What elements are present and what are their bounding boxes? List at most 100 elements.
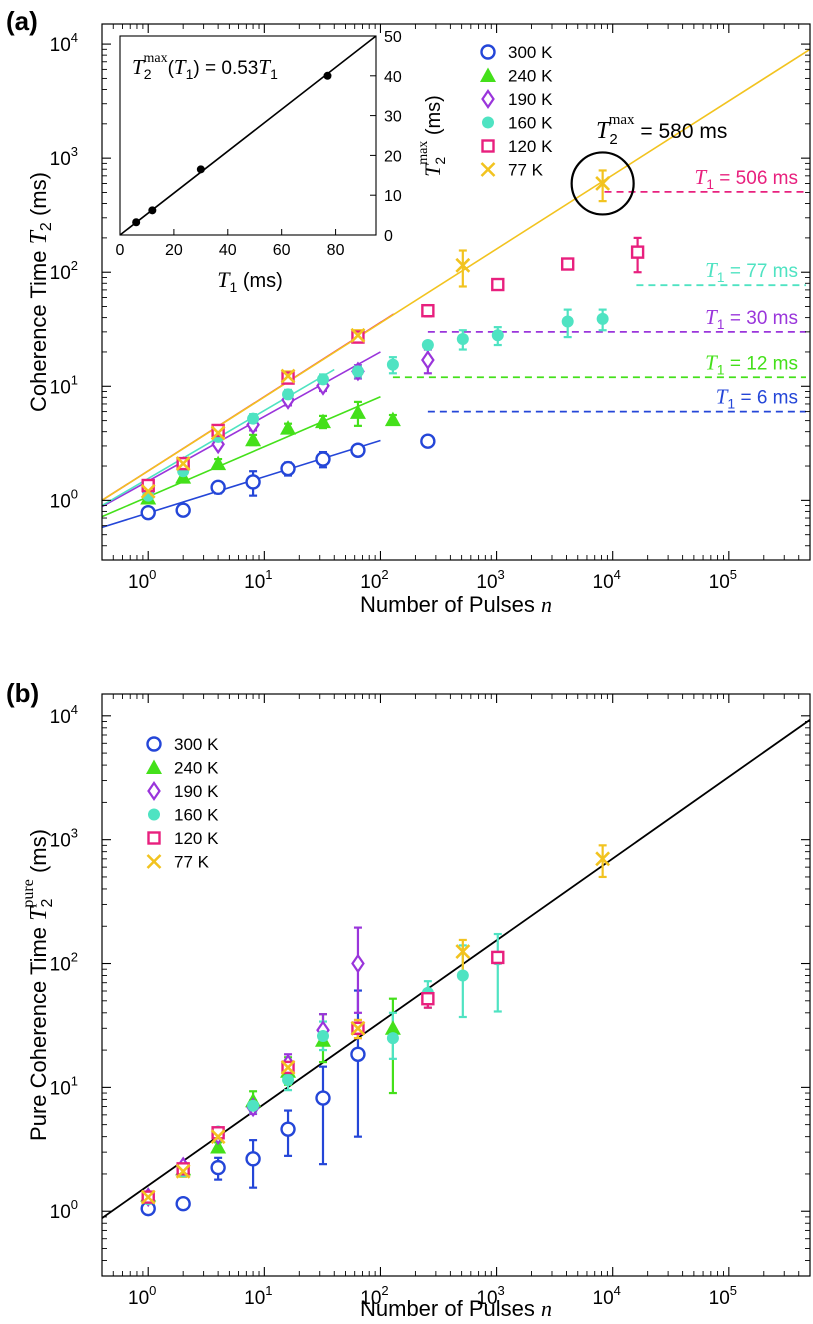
data-point <box>247 1099 260 1112</box>
inset-data-point <box>196 165 205 174</box>
inset-x-tick-label: 80 <box>327 242 345 259</box>
panel-a-legend-marker <box>481 89 495 109</box>
inset-y-tick-label: 10 <box>384 188 402 205</box>
data-point <box>351 365 364 378</box>
data-point <box>245 1151 261 1167</box>
panel-a-legend-marker <box>480 162 496 177</box>
data-point <box>281 371 295 385</box>
data-point <box>280 368 296 384</box>
limit-label: T1 = 30 ms <box>705 305 798 332</box>
panel-a-y-tick-label: 103 <box>50 144 78 170</box>
data-point-stroke-2 <box>140 483 156 499</box>
inset-equation: T2max(T1) = 0.53T1 <box>132 51 278 82</box>
data-point-stroke-2 <box>280 368 296 384</box>
panel-b-x-tick-label: 104 <box>593 1283 621 1309</box>
data-point <box>175 1163 191 1179</box>
panel-b-legend-label: 77 K <box>174 853 210 872</box>
panel-a-x-tick-label: 102 <box>360 567 388 593</box>
panel-a-x-axis-label: Number of Pulses n <box>360 592 552 617</box>
data-point <box>210 455 227 471</box>
panel-b-legend-marker-stroke-2 <box>146 854 162 869</box>
data-point <box>140 504 156 521</box>
data-point <box>210 425 226 441</box>
error-bar <box>598 169 607 203</box>
data-point <box>282 388 295 401</box>
data-point-stroke-2 <box>280 1059 296 1075</box>
data-point-stroke-2 <box>455 257 471 273</box>
inset-x-axis-label: T1 (ms) <box>217 267 283 295</box>
inset-y-axis-label: T2max (ms) <box>416 95 448 177</box>
panel-b-legend-marker <box>148 808 160 821</box>
inset-y-tick-label: 40 <box>384 69 402 86</box>
panel-a-legend: 300 K 240 K 190 K 160 K 120 K 77 K <box>480 43 553 180</box>
panel-b-y-axis-label: Pure Coherence Time T2pure (ms) <box>20 829 56 1141</box>
data-point <box>245 474 261 490</box>
inset-y-tick-label: 30 <box>384 109 402 126</box>
data-point <box>314 413 331 429</box>
data-point <box>282 1073 295 1086</box>
data-point <box>491 277 505 292</box>
data-point-stroke-2 <box>350 327 366 343</box>
data-point <box>280 1121 296 1137</box>
data-point <box>140 483 156 499</box>
limit-label: T1 = 12 ms <box>705 350 798 377</box>
data-point <box>350 442 366 458</box>
panel-b-markers <box>140 851 611 1217</box>
data-point <box>560 257 575 271</box>
data-point <box>421 303 435 318</box>
inset-data-point <box>323 71 332 80</box>
data-point-stroke-2 <box>350 1020 366 1036</box>
panel-a-annotation: T2max = 580 ms <box>570 112 727 216</box>
data-point <box>596 312 609 325</box>
panel-a-legend-marker <box>480 67 496 82</box>
data-point <box>595 176 611 191</box>
panel-a-markers <box>140 176 645 521</box>
data-point <box>491 950 505 965</box>
limit-label: T1 = 6 ms <box>716 385 798 412</box>
panel-a-label: (a) <box>6 6 38 36</box>
panel-a-y-tick-label: 102 <box>50 258 78 284</box>
data-point <box>210 1129 226 1145</box>
data-point-stroke-2 <box>210 425 226 441</box>
panel-b-ticks: 100 101 102 103 104 105 100 101 102 103 104 <box>50 694 811 1309</box>
panel-b-frame <box>101 693 811 1277</box>
panel-b-x-tick-label: 105 <box>709 1283 737 1309</box>
panel-a-t1-limit-lines: T1 = 506 ms T1 = 77 ms T1 = 30 ms T1 = 12 m… <box>392 165 806 413</box>
panel-b-legend-marker <box>146 736 162 752</box>
panel-b-legend-marker <box>146 854 162 869</box>
limit-label: T1 = 77 ms <box>705 258 798 285</box>
panel-a-x-tick-label: 103 <box>476 567 504 593</box>
panel-b: (b) 100 101 102 103 104 105 100 101 102 103 104 30… <box>6 678 811 1321</box>
panel-a-legend-label: 120 K <box>508 137 553 156</box>
limit-label: T1 = 506 ms <box>695 165 798 192</box>
panel-b-x-tick-label: 100 <box>128 1283 156 1309</box>
inset-x-tick-label: 40 <box>219 242 237 259</box>
panel-a-y-tick-label: 104 <box>50 30 78 56</box>
data-point <box>421 991 435 1006</box>
panel-a-x-tick-label: 100 <box>128 567 156 593</box>
data-point-stroke-2 <box>175 456 191 472</box>
data-point-stroke-2 <box>455 944 471 959</box>
panel-b-label: (b) <box>6 678 39 708</box>
panel-b-x-tick-label: 102 <box>360 1283 388 1309</box>
panel-a-x-tick-label: 101 <box>244 567 272 593</box>
data-point <box>350 327 366 343</box>
data-point <box>247 412 260 425</box>
data-point <box>350 1046 366 1062</box>
annotation-circle <box>570 151 635 216</box>
panel-b-y-tick-label: 102 <box>50 950 78 976</box>
data-point <box>141 478 155 493</box>
data-point <box>280 420 297 435</box>
data-point <box>351 953 365 974</box>
error-bar <box>458 249 467 288</box>
data-point <box>245 431 262 447</box>
panel-a-x-tick-label: 104 <box>593 567 621 593</box>
panel-a-legend-marker <box>480 44 496 60</box>
panel-b-legend-label: 160 K <box>174 806 219 825</box>
panel-b-x-tick-label: 101 <box>244 1283 272 1309</box>
data-point <box>421 350 435 370</box>
data-point <box>210 1159 226 1176</box>
data-point <box>316 373 329 386</box>
